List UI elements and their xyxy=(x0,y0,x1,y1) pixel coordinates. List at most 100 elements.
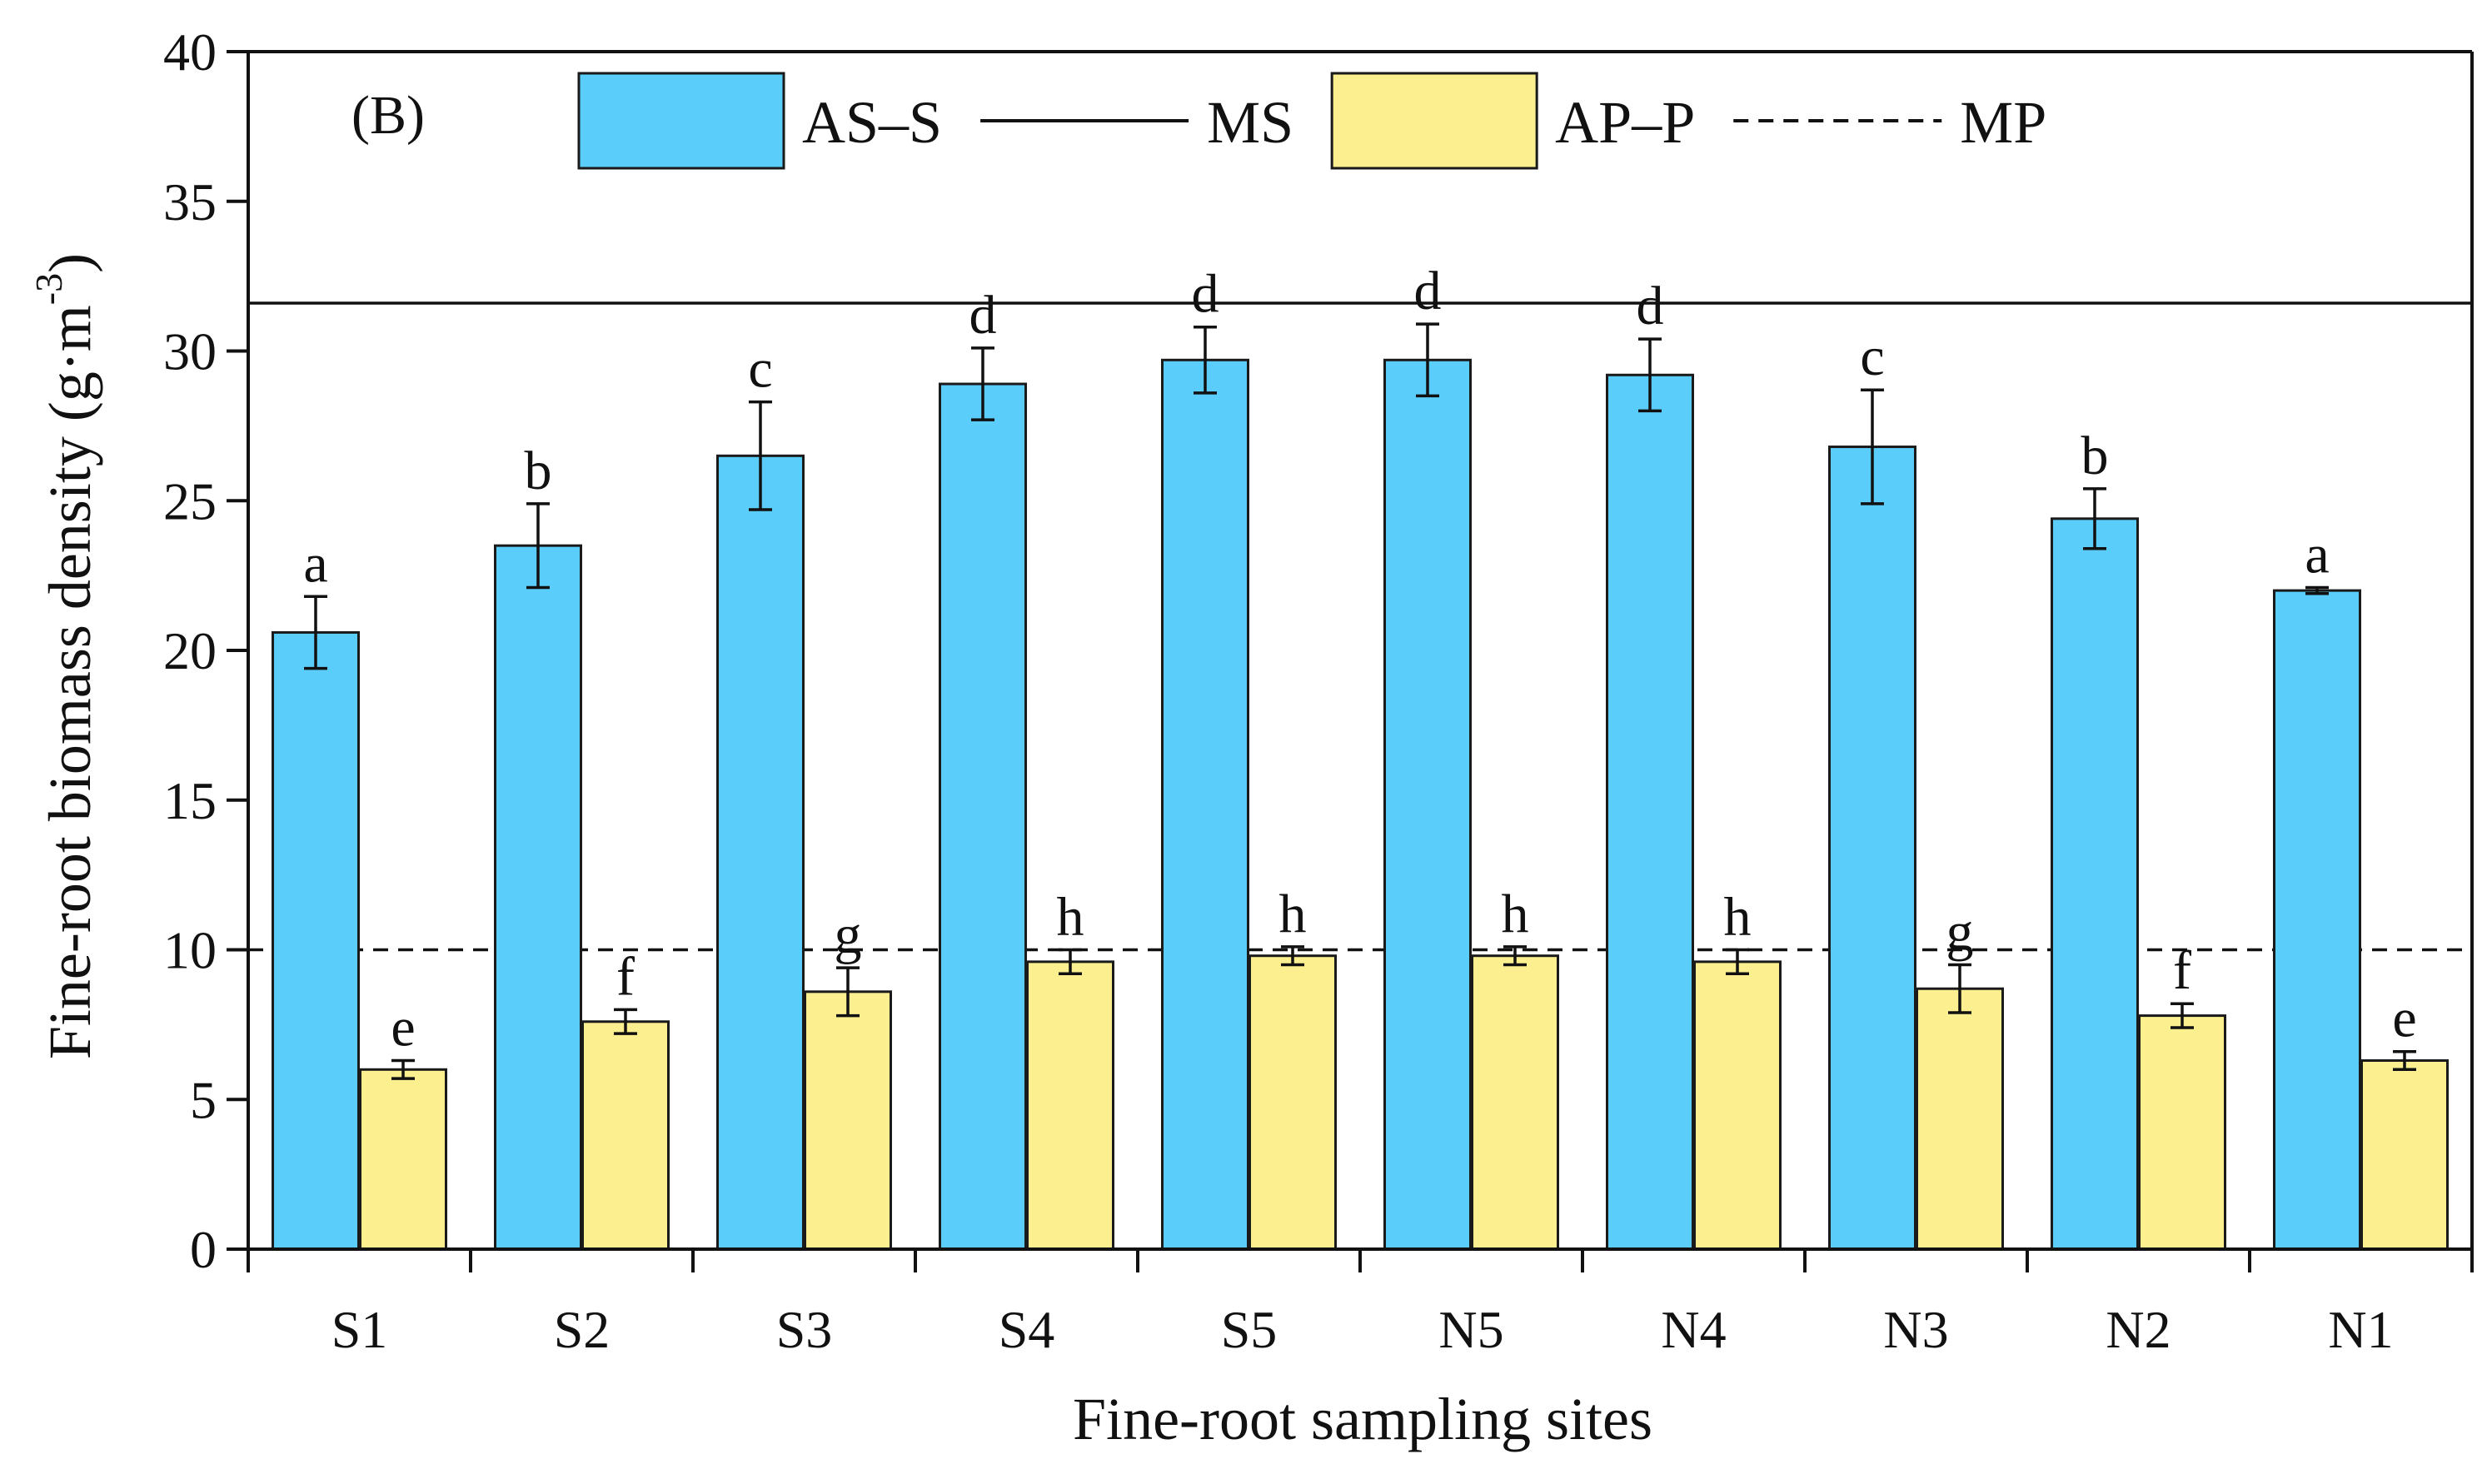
x-tick-label: S5 xyxy=(1221,1300,1278,1359)
significance-letter-as-s-s2: b xyxy=(525,441,552,501)
bar-as-s-s5 xyxy=(1161,358,1249,1251)
bar-ap-p-n5 xyxy=(1471,954,1559,1251)
bar-as-s-n2 xyxy=(2051,517,2139,1251)
error-bar-as-s-s4 xyxy=(971,346,994,421)
significance-letter-ap-p-s3: g xyxy=(835,904,862,965)
significance-letter-ap-p-s1: e xyxy=(391,998,415,1058)
bar-ap-p-n3 xyxy=(1916,987,2004,1251)
significance-letter-as-s-n4: d xyxy=(1637,276,1664,336)
y-tick-label: 5 xyxy=(190,1070,217,1129)
x-tick-label: N5 xyxy=(1438,1300,1503,1359)
bar-as-s-s2 xyxy=(494,544,582,1251)
error-bar-ap-p-n1 xyxy=(2393,1049,2416,1072)
error-bar-ap-p-s1 xyxy=(391,1058,415,1080)
bar-ap-p-s5 xyxy=(1248,954,1337,1251)
bar-ap-p-n2 xyxy=(2138,1014,2226,1251)
y-tick-label: 40 xyxy=(163,22,217,82)
significance-letter-ap-p-n2: f xyxy=(2173,940,2191,1001)
significance-letter-as-s-s1: a xyxy=(303,533,327,594)
x-tick-label: S1 xyxy=(331,1300,388,1359)
legend-item-ap-p: AP–P xyxy=(1330,72,1695,170)
bar-ap-p-n1 xyxy=(2360,1059,2449,1251)
legend-label: AP–P xyxy=(1555,89,1695,156)
bars xyxy=(272,358,2449,1251)
x-tick-label: S4 xyxy=(999,1300,1055,1359)
error-bar-ap-p-n3 xyxy=(1948,963,1971,1014)
y-tick-label: 25 xyxy=(163,471,217,530)
significance-letter-as-s-n3: c xyxy=(1860,326,1884,387)
y-axis-title-close: ) xyxy=(37,253,103,273)
error-bar-ap-p-n4 xyxy=(1726,948,1749,976)
significance-letter-as-s-n2: b xyxy=(2081,426,2109,486)
panel-label: (B) xyxy=(351,85,425,146)
legend-item-mp: MP xyxy=(1733,89,2046,156)
svg-text:Fine-root biomass density (g·m: Fine-root biomass density (g·m-3) xyxy=(27,253,103,1059)
bar-as-s-n1 xyxy=(2273,589,2361,1251)
error-bar-as-s-n1 xyxy=(2305,585,2329,595)
significance-letter-as-s-s5: d xyxy=(1192,264,1219,325)
error-bar-ap-p-s2 xyxy=(614,1008,637,1035)
legend-label: MP xyxy=(1960,89,2046,156)
x-tick-label: S3 xyxy=(776,1300,833,1359)
error-bar-as-s-s1 xyxy=(304,595,327,670)
significance-letter-ap-p-n4: h xyxy=(1724,887,1752,948)
axes: 0 5 10 15 20 25 30 35 40 S1 S2 S3 S4 S5 N5 N4 N3 N2 N1 xyxy=(163,22,2474,1359)
significance-letter-as-s-n5: d xyxy=(1414,261,1442,321)
significance-letter-ap-p-n5: h xyxy=(1502,884,1529,944)
legend-label: MS xyxy=(1207,89,1293,156)
legend-label: AS–S xyxy=(802,89,942,156)
significance-letter-as-s-s3: c xyxy=(748,339,772,400)
legend-swatch xyxy=(1330,72,1538,170)
y-axis-title-text: Fine-root biomass density (g·m xyxy=(37,305,103,1059)
y-tick-label: 15 xyxy=(163,771,217,830)
error-bar-ap-p-s3 xyxy=(836,966,860,1018)
bar-as-s-n3 xyxy=(1828,446,1916,1251)
bar-ap-p-s2 xyxy=(581,1020,670,1251)
bar-ap-p-s4 xyxy=(1026,960,1114,1251)
error-bar-as-s-n2 xyxy=(2083,487,2106,550)
significance-letter-ap-p-s5: h xyxy=(1279,884,1307,944)
x-tick-label: N3 xyxy=(1883,1300,1948,1359)
error-bar-as-s-s2 xyxy=(526,502,550,590)
error-bar-as-s-n3 xyxy=(1861,388,1884,505)
y-axis-title: Fine-root biomass density (g·m-3) xyxy=(27,253,103,1059)
significance-letter-ap-p-s2: f xyxy=(616,946,635,1007)
error-bars xyxy=(304,322,2416,1080)
error-bar-as-s-n4 xyxy=(1638,337,1662,413)
bar-ap-p-s3 xyxy=(804,990,892,1251)
significance-letters: a b c d d d d c b a e f g h h h h g f e xyxy=(303,261,2416,1058)
error-bar-ap-p-n2 xyxy=(2171,1002,2194,1029)
error-bar-ap-p-s4 xyxy=(1059,948,1082,976)
legend-swatch xyxy=(577,72,785,170)
x-tick-label: N4 xyxy=(1661,1300,1726,1359)
error-bar-ap-p-n5 xyxy=(1503,945,1527,967)
bar-as-s-s1 xyxy=(272,630,360,1251)
bar-ap-p-n4 xyxy=(1693,960,1782,1251)
y-tick-label: 0 xyxy=(190,1220,217,1279)
y-tick-label: 35 xyxy=(163,172,217,232)
y-tick-label: 20 xyxy=(163,621,217,680)
bar-as-s-n4 xyxy=(1606,373,1694,1251)
significance-letter-ap-p-n3: g xyxy=(1946,901,1974,962)
significance-letter-ap-p-n1: e xyxy=(2392,989,2416,1049)
bar-ap-p-s1 xyxy=(359,1068,447,1251)
error-bar-as-s-s3 xyxy=(749,400,772,511)
x-tick-label: N2 xyxy=(2106,1300,2171,1359)
x-axis-title: Fine-root sampling sites xyxy=(1073,1386,1652,1452)
x-tick-label: S2 xyxy=(554,1300,611,1359)
legend-item-as-s: AS–S xyxy=(577,72,942,170)
y-axis-title-superscript: -3 xyxy=(27,273,70,305)
error-bar-as-s-n5 xyxy=(1416,322,1439,398)
bar-as-s-s4 xyxy=(939,382,1027,1251)
error-bar-as-s-s5 xyxy=(1194,325,1217,395)
bar-as-s-n5 xyxy=(1383,358,1472,1251)
legend: AS–S MS AP–P MP xyxy=(577,72,2046,170)
bar-as-s-s3 xyxy=(716,454,805,1251)
y-tick-label: 10 xyxy=(163,921,217,980)
significance-letter-as-s-n1: a xyxy=(2305,525,2329,585)
error-bar-ap-p-s5 xyxy=(1281,945,1304,967)
x-tick-label: N1 xyxy=(2328,1300,2393,1359)
legend-item-ms: MS xyxy=(980,89,1293,156)
significance-letter-ap-p-s4: h xyxy=(1057,887,1084,948)
